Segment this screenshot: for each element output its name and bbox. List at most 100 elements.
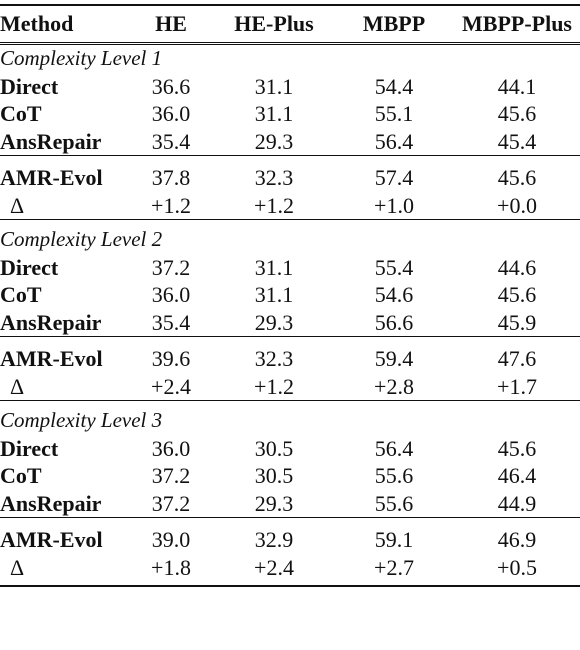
baseline-row: Direct 36.0 30.5 56.4 45.6 <box>0 435 580 463</box>
cell-he-plus: 32.3 <box>214 336 334 373</box>
cell-he-plus: 29.3 <box>254 128 294 154</box>
cell-mbpp-plus: 44.6 <box>497 254 537 280</box>
cell-mbpp-plus: +0.0 <box>497 192 537 218</box>
delta-row: Δ +1.8 +2.4 +2.7 +0.5 <box>0 553 580 587</box>
cell-he: +1.2 <box>151 192 191 218</box>
cell-method: CoT <box>0 282 42 307</box>
results-table: Method HE HE-Plus MBPP MBPP-Plus Complex… <box>0 4 580 587</box>
cell-method: Direct <box>0 254 59 280</box>
cell-mbpp-plus: 45.9 <box>497 309 537 335</box>
header-mbpp: MBPP <box>334 4 454 45</box>
cell-he: 37.2 <box>151 254 191 280</box>
baseline-row: Direct 37.2 31.1 55.4 44.6 <box>0 254 580 282</box>
cell-he: 35.4 <box>151 309 191 335</box>
cell-he: +1.8 <box>128 553 214 587</box>
cell-method: AMR-Evol <box>0 155 128 192</box>
amr-evol-row: AMR-Evol 37.8 32.3 57.4 45.6 <box>0 155 580 192</box>
level-title: Complexity Level 3 <box>0 400 580 435</box>
cell-method: Δ <box>10 192 25 218</box>
cell-mbpp-plus: 46.9 <box>454 517 580 554</box>
baseline-row: CoT 36.0 31.1 55.1 45.6 <box>0 100 580 128</box>
cell-mbpp: +1.0 <box>374 192 414 218</box>
baseline-row: AnsRepair 37.2 29.3 55.6 44.9 <box>0 490 580 518</box>
baseline-row: Direct 36.6 31.1 54.4 44.1 <box>0 73 580 101</box>
cell-he: 39.0 <box>128 517 214 554</box>
cell-mbpp: 56.4 <box>374 128 414 154</box>
cell-he: 37.8 <box>128 155 214 192</box>
delta-row: Δ +1.2 +1.2 +1.0 +0.0 <box>0 192 580 220</box>
cell-mbpp-plus: 46.4 <box>497 463 537 488</box>
header-he: HE <box>128 4 214 45</box>
baseline-row: AnsRepair 35.4 29.3 56.6 45.9 <box>0 309 580 337</box>
cell-he-plus: +2.4 <box>214 553 334 587</box>
cell-he: 37.2 <box>151 463 191 488</box>
cell-he: 35.4 <box>151 128 191 154</box>
cell-mbpp: 57.4 <box>334 155 454 192</box>
cell-he-plus: 30.5 <box>254 435 294 461</box>
cell-mbpp: 55.1 <box>374 101 414 126</box>
cell-mbpp-plus: 44.9 <box>497 490 537 516</box>
baseline-row: CoT 36.0 31.1 54.6 45.6 <box>0 281 580 309</box>
cell-he: 36.6 <box>151 73 191 99</box>
level-title-row: Complexity Level 2 <box>0 219 580 254</box>
cell-method: AMR-Evol <box>0 336 128 373</box>
cell-he: 36.0 <box>151 435 191 461</box>
cell-mbpp-plus: 45.6 <box>497 282 537 307</box>
amr-evol-row: AMR-Evol 39.0 32.9 59.1 46.9 <box>0 517 580 554</box>
delta-row: Δ +2.4 +1.2 +2.8 +1.7 <box>0 373 580 401</box>
cell-method: AMR-Evol <box>0 517 128 554</box>
cell-mbpp: 55.6 <box>374 490 414 516</box>
header-row: Method HE HE-Plus MBPP MBPP-Plus <box>0 4 580 45</box>
cell-method: AnsRepair <box>0 128 102 154</box>
cell-he: 36.0 <box>151 282 191 307</box>
header-mbpp-plus: MBPP-Plus <box>454 4 580 45</box>
cell-he: 39.6 <box>128 336 214 373</box>
cell-mbpp-plus: 44.1 <box>497 73 537 99</box>
cell-mbpp: 55.4 <box>374 254 414 280</box>
cell-he-plus: 30.5 <box>254 463 294 488</box>
cell-mbpp-plus: 45.6 <box>454 155 580 192</box>
level-title: Complexity Level 1 <box>0 46 163 70</box>
cell-he-plus: 31.1 <box>254 254 294 280</box>
cell-method: CoT <box>0 463 42 488</box>
amr-evol-row: AMR-Evol 39.6 32.3 59.4 47.6 <box>0 336 580 373</box>
cell-he-plus: +1.2 <box>254 373 294 399</box>
baseline-row: CoT 37.2 30.5 55.6 46.4 <box>0 462 580 490</box>
cell-he-plus: 29.3 <box>254 490 294 516</box>
cell-method: Δ <box>10 373 25 399</box>
baseline-row: AnsRepair 35.4 29.3 56.4 45.4 <box>0 128 580 156</box>
cell-method: Direct <box>0 435 59 461</box>
cell-mbpp: 56.6 <box>374 309 414 335</box>
cell-mbpp-plus: +0.5 <box>454 553 580 587</box>
cell-mbpp: +2.7 <box>334 553 454 587</box>
level-title: Complexity Level 2 <box>0 219 580 254</box>
level-title-row: Complexity Level 1 <box>0 44 580 73</box>
cell-mbpp-plus: +1.7 <box>497 373 537 399</box>
cell-mbpp-plus: 45.4 <box>497 128 537 154</box>
cell-mbpp: 54.4 <box>374 73 414 99</box>
cell-method: Direct <box>0 73 59 99</box>
cell-mbpp: 59.4 <box>334 336 454 373</box>
cell-he: +2.4 <box>151 373 191 399</box>
level-title-row: Complexity Level 3 <box>0 400 580 435</box>
table-body: Complexity Level 1 Direct 36.6 31.1 54.4 44.1… <box>0 44 580 587</box>
cell-he: 36.0 <box>151 101 191 126</box>
cell-he: 37.2 <box>151 490 191 516</box>
cell-he-plus: 31.1 <box>254 73 294 99</box>
cell-he-plus: 32.3 <box>214 155 334 192</box>
cell-mbpp: 55.6 <box>374 463 414 488</box>
cell-mbpp: +2.8 <box>374 373 414 399</box>
cell-method: AnsRepair <box>0 490 102 516</box>
header-method: Method <box>0 4 128 45</box>
cell-method: CoT <box>0 101 42 126</box>
cell-mbpp-plus: 45.6 <box>497 435 537 461</box>
cell-he-plus: 31.1 <box>254 101 294 126</box>
cell-mbpp: 59.1 <box>334 517 454 554</box>
header-he-plus: HE-Plus <box>214 4 334 45</box>
cell-mbpp: 56.4 <box>374 435 414 461</box>
cell-he-plus: 32.9 <box>214 517 334 554</box>
cell-he-plus: +1.2 <box>254 192 294 218</box>
cell-mbpp: 54.6 <box>374 282 414 307</box>
cell-he-plus: 29.3 <box>254 309 294 335</box>
cell-method: Δ <box>0 553 128 587</box>
